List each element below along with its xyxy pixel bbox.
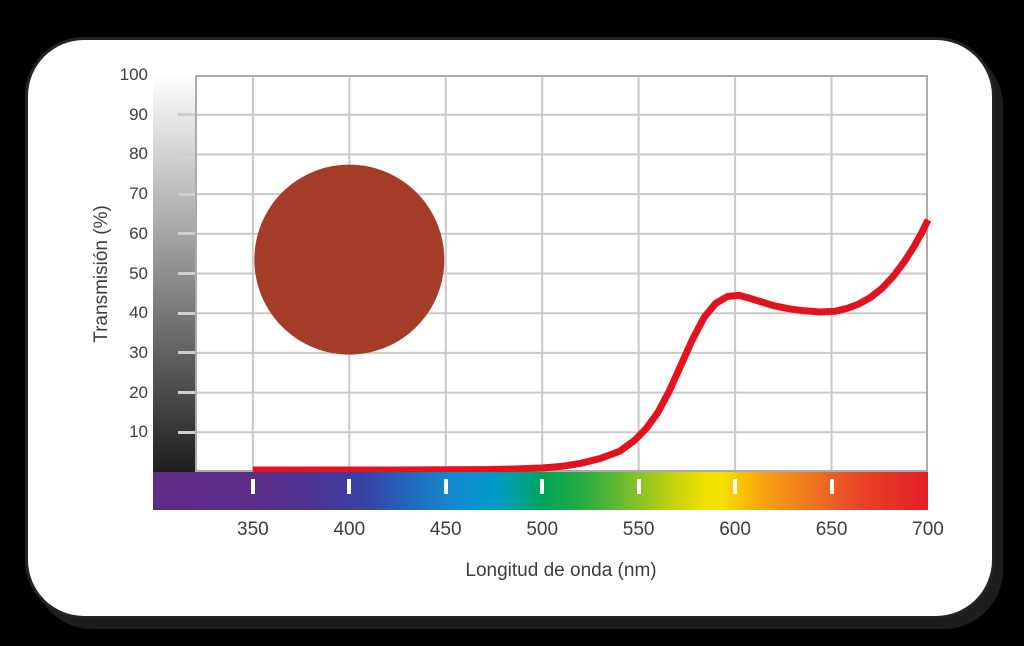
plot-border [195, 75, 928, 472]
x-tick-label: 650 [815, 519, 848, 540]
y-tick-mark [178, 113, 195, 117]
y-tick-label: 10 [129, 422, 148, 442]
y-tick-label: 80 [129, 144, 148, 164]
transmission-chart: Transmisión (%) 10 20 30 40 50 60 70 80 90 100 35… [28, 40, 992, 616]
y-tick-label: 50 [129, 263, 148, 283]
y-tick-mark [178, 430, 195, 434]
spectrum-tick-mark [829, 479, 834, 494]
x-axis-title: Longitud de onda (nm) [465, 560, 657, 581]
y-tick-mark [178, 311, 195, 315]
y-tick-mark [178, 272, 195, 275]
y-tick-label: 90 [129, 104, 148, 124]
spectrum-tick-mark [250, 479, 255, 494]
x-tick-label: 700 [912, 519, 944, 540]
spectrum-tick-mark [540, 479, 545, 494]
y-tick-label: 40 [129, 303, 148, 323]
y-tick-mark [178, 391, 195, 395]
spectrum-tick-mark [636, 479, 641, 494]
visible-spectrum-strip [153, 472, 928, 510]
chart-card: Transmisión (%) 10 20 30 40 50 60 70 80 90 100 35… [28, 40, 992, 616]
y-tick-label: 60 [129, 223, 148, 243]
x-tick-label: 350 [237, 519, 269, 540]
y-tick-mark [178, 351, 195, 355]
x-tick-label: 400 [333, 519, 366, 540]
transmission-curve [252, 218, 932, 474]
y-tick-label: 30 [129, 342, 148, 362]
filter-color-swatch [254, 164, 445, 355]
y-tick-mark [178, 152, 195, 156]
y-tick-mark [178, 192, 195, 196]
y-tick-label: 100 [119, 65, 148, 84]
spectrum-tick-mark [443, 479, 448, 494]
y-tick-label: 20 [129, 382, 148, 402]
x-tick-label: 600 [719, 519, 751, 540]
spectrum-tick-mark [733, 479, 738, 494]
plot-area [195, 75, 932, 474]
x-tick-label: 550 [622, 519, 655, 540]
spectrum-tick-mark [347, 479, 352, 494]
y-tick-mark [178, 232, 195, 236]
x-tick-label: 500 [526, 519, 559, 540]
y-tick-label: 70 [129, 184, 148, 204]
x-tick-label: 450 [429, 519, 462, 540]
